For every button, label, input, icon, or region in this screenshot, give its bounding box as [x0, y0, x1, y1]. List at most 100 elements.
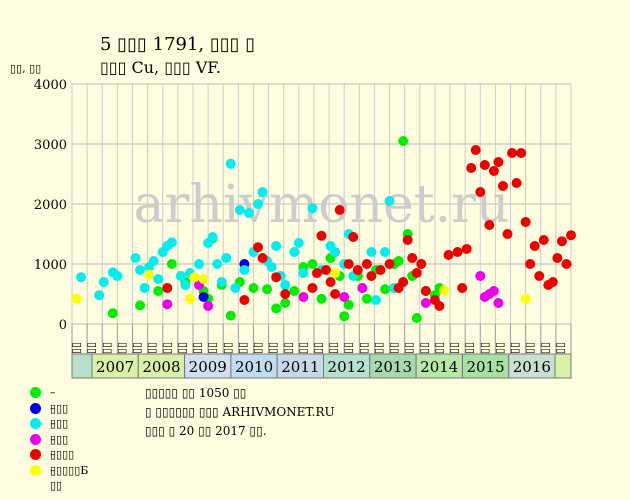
- data-point: [457, 283, 468, 293]
- data-point: [497, 181, 508, 191]
- data-point: [375, 265, 386, 275]
- data-point: [443, 250, 454, 260]
- data-point: [534, 271, 545, 281]
- data-point: [271, 272, 282, 283]
- data-point: [507, 148, 518, 158]
- x-quarter-label: ▯▯: [402, 342, 415, 354]
- y-tick-label: 1000: [34, 258, 67, 273]
- note-line: ▯▯▯ ▯ 20 ▯▯ 2017 ▯▯.: [145, 424, 267, 438]
- x-year-label: 2015: [466, 358, 504, 376]
- x-quarter-label: ▯▯: [478, 342, 491, 354]
- data-point: [330, 289, 341, 299]
- data-point: [502, 229, 513, 239]
- data-point: [252, 242, 263, 253]
- year-cell: [230, 353, 278, 379]
- data-point: [94, 290, 105, 301]
- data-point: [252, 199, 263, 209]
- data-point: [289, 247, 300, 257]
- data-point: [280, 298, 291, 308]
- note-line: ▯▯▯▯▯ ▯▯ 1050 ▯▯: [145, 386, 247, 400]
- year-cell: [184, 353, 232, 379]
- data-point: [130, 253, 141, 263]
- x-quarter-label: ▯▯: [266, 342, 279, 354]
- data-point: [76, 272, 87, 283]
- year-band-end: [554, 353, 572, 379]
- year-cell: [461, 353, 510, 379]
- data-point: [257, 187, 268, 197]
- data-point: [434, 301, 445, 311]
- year-band-start: [71, 353, 93, 379]
- x-quarter-label: ▯▯: [417, 342, 430, 354]
- data-point: [407, 253, 418, 263]
- data-point: [307, 203, 318, 214]
- data-point: [207, 232, 218, 242]
- data-point: [488, 166, 499, 176]
- data-point: [479, 160, 490, 170]
- data-point: [198, 292, 209, 302]
- note-line: ▯ ▯▯▯▯▯▯ ▯▯▯ ARHIVMONET.RU: [145, 405, 335, 419]
- data-point: [144, 269, 155, 280]
- data-point: [225, 310, 236, 321]
- data-point: [380, 247, 391, 257]
- data-point: [366, 271, 377, 281]
- data-point: [203, 301, 214, 311]
- legend-label: – ▯▯▯: [50, 386, 69, 415]
- data-point: [484, 220, 495, 230]
- data-point: [307, 283, 318, 293]
- x-quarter-label: ▯▯: [432, 342, 445, 354]
- data-point: [307, 259, 318, 269]
- data-point: [561, 259, 572, 269]
- data-point: [271, 241, 282, 251]
- data-point: [189, 272, 200, 283]
- legend-label: – ▯▯: [50, 463, 63, 493]
- data-point: [71, 293, 82, 304]
- data-point: [166, 259, 177, 269]
- data-point: [293, 238, 304, 248]
- x-quarter-label: ▯▯: [327, 342, 340, 354]
- legend-label: – ▯▯▯: [50, 417, 69, 446]
- data-point: [184, 293, 195, 304]
- x-quarter-label: ▯▯: [236, 342, 249, 354]
- data-point: [175, 271, 186, 281]
- legend-swatch: [30, 402, 41, 414]
- data-point: [330, 268, 341, 278]
- y-tick-label: 2000: [34, 198, 67, 213]
- x-quarter-label: ▯▯: [160, 342, 173, 354]
- x-quarter-label: ▯▯: [70, 342, 83, 354]
- data-point: [262, 284, 273, 295]
- data-point: [416, 259, 427, 269]
- data-point: [520, 217, 531, 227]
- data-point: [248, 283, 259, 293]
- data-point: [316, 293, 327, 304]
- y-axis-label: ▯▯, ▯▯: [10, 62, 42, 75]
- data-point: [552, 253, 563, 263]
- data-point: [107, 308, 118, 319]
- x-quarter-label: ▯▯: [145, 342, 158, 354]
- x-year-label: 2009: [189, 358, 227, 376]
- data-point: [348, 232, 359, 242]
- legend-swatch: [30, 433, 41, 445]
- data-point: [411, 313, 422, 323]
- x-year-label: 2010: [235, 358, 273, 376]
- data-point: [339, 292, 350, 302]
- x-quarter-label: ▯▯: [130, 342, 143, 354]
- data-point: [352, 265, 363, 275]
- x-quarter-label: ▯▯: [357, 342, 370, 354]
- data-point: [547, 277, 558, 287]
- year-cell: [369, 353, 417, 379]
- data-point: [488, 286, 499, 296]
- x-quarter-label: ▯▯: [508, 342, 521, 354]
- x-quarter-label: ▯▯: [553, 342, 566, 354]
- x-quarter-label: ▯▯: [372, 342, 385, 354]
- data-point: [135, 300, 146, 311]
- year-cell: [323, 353, 371, 379]
- data-point: [162, 283, 173, 293]
- data-point: [194, 259, 205, 269]
- data-point: [398, 277, 409, 287]
- x-quarter-label: ▯▯: [175, 342, 188, 354]
- data-point: [366, 247, 377, 257]
- watermark: arhivmonet.ru: [133, 175, 509, 235]
- x-year-label: 2014: [420, 358, 458, 376]
- legend-swatch: [30, 418, 41, 429]
